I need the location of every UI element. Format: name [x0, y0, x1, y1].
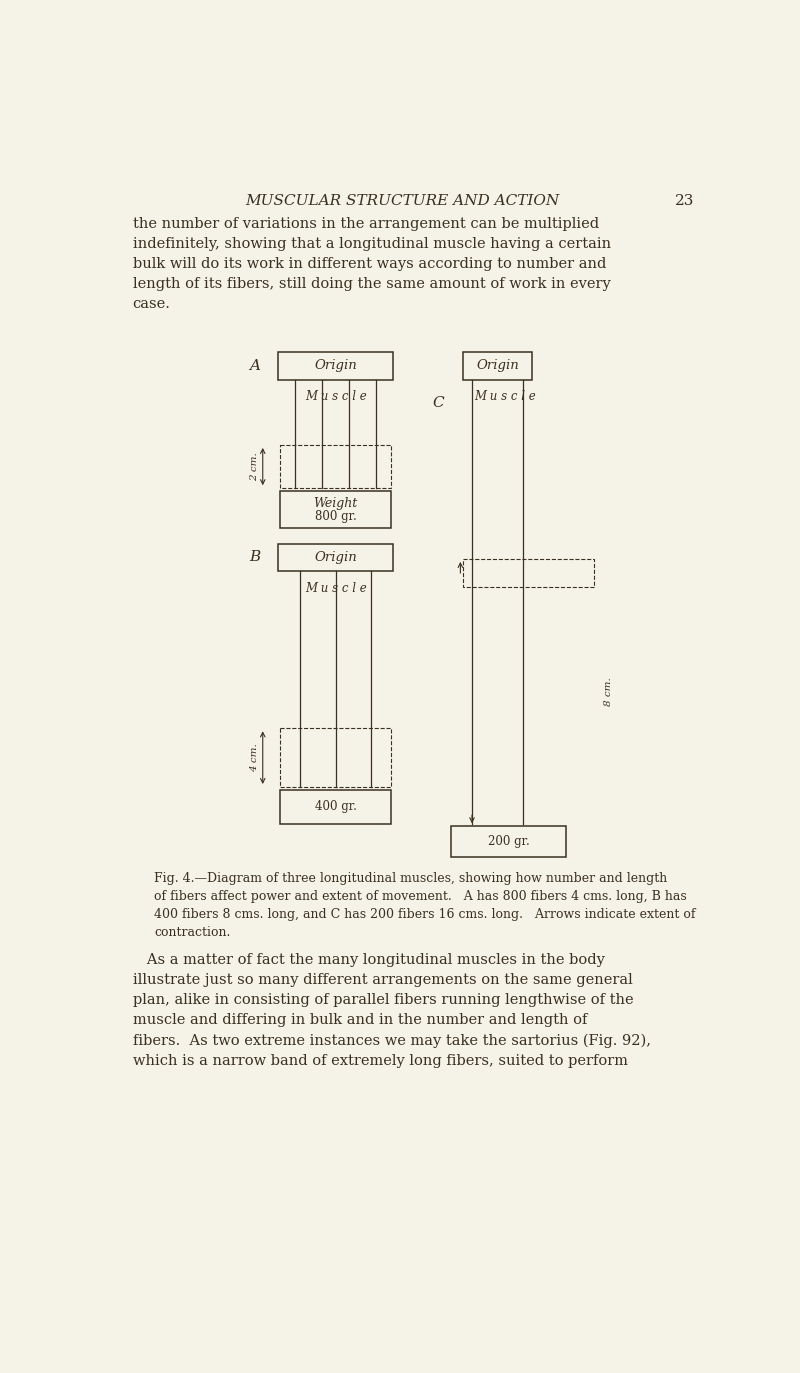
Text: 2 cm.: 2 cm. [250, 452, 258, 481]
Text: B: B [250, 551, 261, 564]
Text: 800 gr.: 800 gr. [314, 511, 357, 523]
Text: 23: 23 [675, 194, 695, 209]
Text: C: C [432, 395, 444, 409]
Text: Origin: Origin [476, 360, 519, 372]
Text: M u s c l e: M u s c l e [305, 390, 366, 404]
Bar [278, 351, 393, 379]
Text: 400 gr.: 400 gr. [314, 800, 357, 813]
Bar [462, 559, 594, 586]
Text: MUSCULAR STRUCTURE AND ACTION: MUSCULAR STRUCTURE AND ACTION [245, 194, 559, 209]
Text: As a matter of fact the many longitudinal muscles in the body
illustrate just so: As a matter of fact the many longitudina… [133, 953, 650, 1068]
Bar [280, 445, 391, 489]
Text: Fig. 4.—Diagram of three longitudinal muscles, showing how number and length
of : Fig. 4.—Diagram of three longitudinal mu… [154, 872, 696, 939]
Bar [280, 492, 391, 529]
Bar [278, 544, 393, 571]
Text: 8 cm.: 8 cm. [604, 677, 613, 706]
Text: M u s c l e: M u s c l e [474, 390, 536, 404]
Text: Origin: Origin [314, 551, 357, 564]
Bar [451, 827, 566, 857]
Bar [280, 729, 391, 787]
Text: the number of variations in the arrangement can be multiplied
indefinitely, show: the number of variations in the arrangem… [133, 217, 610, 312]
Bar [280, 789, 391, 824]
Bar [462, 351, 533, 379]
Text: Origin: Origin [314, 360, 357, 372]
Text: 4 cm.: 4 cm. [250, 743, 258, 772]
Text: A: A [250, 358, 261, 372]
Text: M u s c l e: M u s c l e [305, 582, 366, 595]
Text: 200 gr.: 200 gr. [487, 835, 530, 849]
Text: Weight: Weight [314, 497, 358, 509]
